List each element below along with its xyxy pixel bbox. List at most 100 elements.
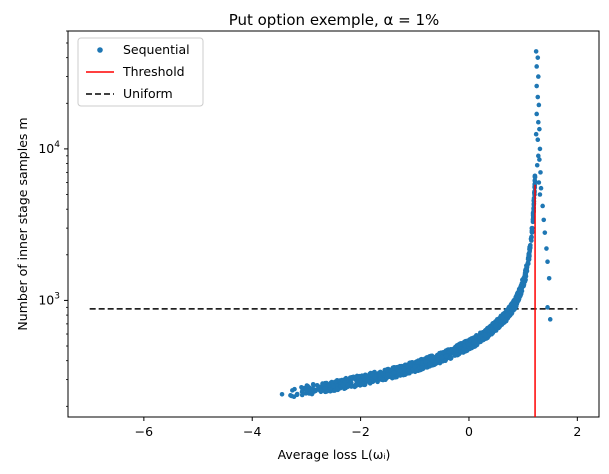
legend-box — [77, 37, 204, 107]
sequential-point — [384, 367, 390, 373]
legend-marker-sequential — [97, 47, 103, 53]
sequential-point — [530, 225, 535, 231]
sequential-point — [402, 372, 408, 378]
y-axis-title: Number of inner stage samples m — [15, 117, 30, 330]
sequential-point — [415, 360, 421, 365]
sequential-point — [532, 174, 538, 180]
sequential-point — [331, 383, 336, 389]
sequential-point — [535, 55, 541, 60]
sequential-point — [407, 369, 412, 375]
sequential-point — [486, 332, 491, 338]
sequential-point — [528, 242, 533, 248]
sequential-point — [477, 334, 483, 340]
legend: Sequential Threshold Uniform — [77, 37, 204, 107]
sequential-point — [530, 213, 536, 218]
sequential-point — [525, 260, 531, 265]
sequential-point — [291, 394, 297, 400]
sequential-point — [345, 382, 350, 388]
sequential-point — [433, 360, 438, 366]
sequential-point — [535, 94, 541, 100]
sequential-point — [372, 374, 377, 380]
x-tick-label: −4 — [243, 424, 261, 439]
sequential-point — [349, 384, 355, 389]
sequential-point — [446, 349, 452, 355]
sequential-point — [314, 382, 320, 388]
x-tick-label: −2 — [351, 424, 369, 439]
sequential-point — [305, 383, 311, 389]
sequential-point — [358, 378, 363, 383]
sequential-point — [364, 373, 369, 379]
sequential-point — [439, 355, 445, 360]
sequential-point — [537, 157, 542, 162]
sequential-point — [545, 305, 550, 310]
sequential-point — [544, 246, 549, 251]
sequential-point — [391, 370, 397, 376]
sequential-point — [419, 365, 424, 370]
sequential-point — [517, 294, 523, 299]
sequential-point — [454, 352, 460, 357]
sequential-point — [290, 388, 295, 393]
sequential-point — [470, 336, 475, 341]
sequential-point — [546, 275, 552, 281]
sequential-point — [534, 64, 539, 69]
sequential-point — [279, 392, 285, 397]
sequential-point — [493, 323, 499, 329]
sequential-point — [533, 131, 539, 137]
sequential-point — [304, 388, 309, 393]
sequential-point — [534, 83, 539, 89]
sequential-point — [519, 282, 524, 287]
sequential-point — [288, 393, 293, 398]
sequential-point — [353, 382, 359, 387]
sequential-point — [535, 137, 541, 143]
sequential-point — [509, 307, 515, 312]
sequential-point — [529, 238, 534, 243]
x-tick-label: 0 — [465, 424, 473, 439]
sequential-point — [412, 364, 418, 370]
sequential-point — [423, 359, 428, 364]
sequential-point — [515, 298, 521, 304]
sequential-point — [458, 349, 464, 355]
sequential-point — [404, 363, 410, 368]
sequential-point — [385, 372, 390, 377]
sequential-point — [536, 102, 542, 108]
sequential-point — [299, 384, 304, 390]
x-axis-ticks: −6 −4 −2 0 2 — [135, 417, 581, 439]
sequential-point — [537, 126, 542, 132]
sequential-point — [347, 375, 353, 380]
sequential-point — [470, 344, 475, 350]
sequential-point — [340, 382, 346, 388]
sequential-point — [370, 371, 375, 376]
sequential-point — [530, 216, 536, 222]
sequential-point — [452, 347, 457, 352]
y-tick-label: 103 — [38, 291, 60, 307]
sequential-point — [443, 354, 449, 359]
x-tick-label: −6 — [135, 424, 153, 439]
sequential-point — [521, 275, 527, 280]
sequential-point — [482, 332, 488, 338]
x-tick-label: 2 — [573, 424, 581, 439]
sequential-point — [431, 354, 436, 360]
sequential-point — [494, 318, 500, 323]
sequential-point — [299, 392, 305, 398]
sequential-point — [534, 162, 540, 168]
sequential-point — [536, 119, 541, 125]
sequential-point — [464, 348, 469, 354]
sequential-point — [518, 288, 523, 294]
sequential-point — [547, 317, 553, 322]
sequential-point — [394, 365, 400, 371]
sequential-point — [527, 249, 532, 254]
sequential-point — [523, 271, 529, 277]
sequential-point — [437, 350, 442, 356]
sequential-point — [334, 386, 340, 392]
sequential-point — [489, 327, 495, 332]
sequential-point — [537, 146, 543, 152]
sequential-point — [447, 355, 453, 361]
sequential-point — [310, 382, 316, 387]
sequential-point — [313, 388, 318, 394]
sequential-point — [408, 361, 413, 367]
sequential-point — [540, 203, 545, 209]
sequential-point — [536, 180, 542, 185]
sequential-point — [533, 49, 539, 54]
sequential-point — [401, 366, 407, 372]
